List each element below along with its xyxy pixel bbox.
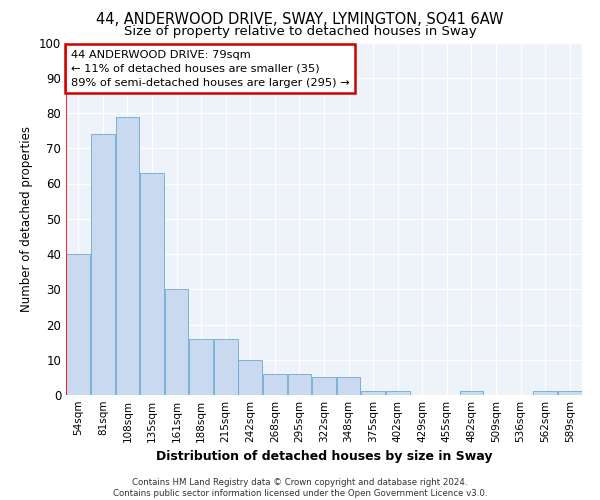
Bar [558,392,581,395]
Bar [287,374,311,395]
Bar [337,378,361,395]
Bar [140,173,164,395]
Bar [238,360,262,395]
Bar [189,338,213,395]
Text: Contains HM Land Registry data © Crown copyright and database right 2024.
Contai: Contains HM Land Registry data © Crown c… [113,478,487,498]
Bar [386,392,410,395]
Text: 44, ANDERWOOD DRIVE, SWAY, LYMINGTON, SO41 6AW: 44, ANDERWOOD DRIVE, SWAY, LYMINGTON, SO… [96,12,504,28]
Bar [116,116,139,395]
Bar [67,254,90,395]
Bar [214,338,238,395]
Bar [361,392,385,395]
Bar [263,374,287,395]
Bar [460,392,484,395]
Text: Size of property relative to detached houses in Sway: Size of property relative to detached ho… [124,25,476,38]
Text: 44 ANDERWOOD DRIVE: 79sqm
← 11% of detached houses are smaller (35)
89% of semi-: 44 ANDERWOOD DRIVE: 79sqm ← 11% of detac… [71,50,350,88]
X-axis label: Distribution of detached houses by size in Sway: Distribution of detached houses by size … [156,450,492,464]
Bar [533,392,557,395]
Bar [164,289,188,395]
Y-axis label: Number of detached properties: Number of detached properties [20,126,34,312]
Bar [312,378,336,395]
Bar [91,134,115,395]
